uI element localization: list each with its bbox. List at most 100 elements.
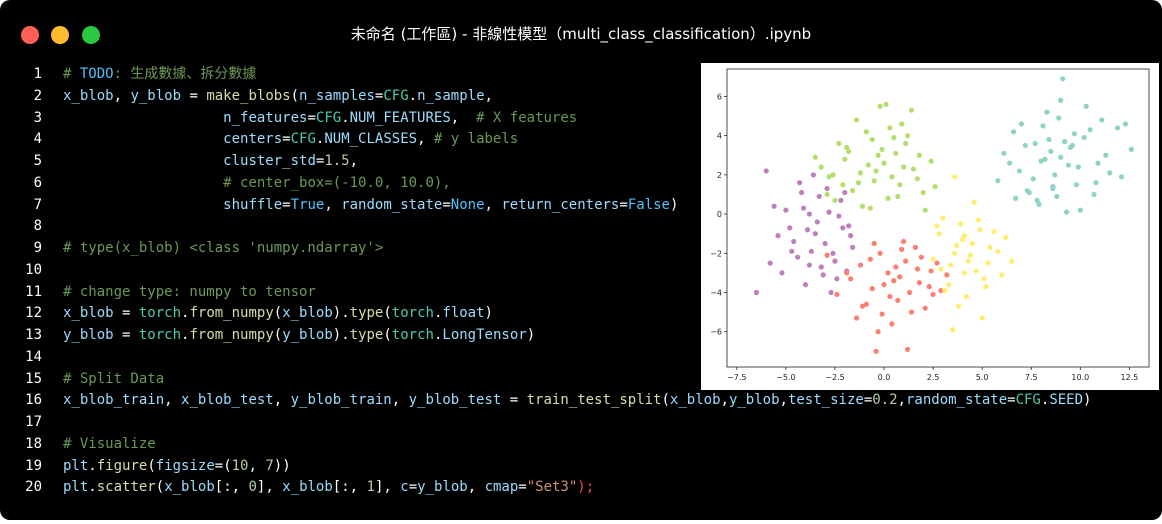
scatter-point (889, 174, 895, 180)
code-token: . (88, 479, 97, 496)
code-token: y_blob (282, 327, 333, 343)
code-token: = (518, 479, 527, 496)
code-token: torch (391, 305, 434, 322)
scatter-point (1065, 162, 1072, 168)
scatter-point (883, 101, 889, 107)
scatter-point (855, 180, 862, 186)
scatter-point (1075, 164, 1081, 170)
scatter-point (1009, 258, 1015, 264)
code-line[interactable]: 4 centers=CFG.NUM_CLASSES, # y labels (0, 129, 1162, 151)
scatter-point (846, 148, 852, 154)
code-token: x_blob (282, 479, 333, 496)
scatter-point (901, 238, 907, 245)
code-token: y_blob_test (408, 392, 502, 409)
scatter-point (1069, 142, 1076, 149)
scatter-point (1107, 170, 1113, 176)
scatter-point (775, 233, 781, 239)
code-text: # change type: numpy to tensor (63, 282, 316, 304)
scatter-point (920, 189, 926, 196)
code-line[interactable]: 13 y_blob = torch.from_numpy(y_blob).type… (0, 325, 1162, 347)
scatter-point (891, 278, 897, 284)
code-token: = (282, 131, 291, 148)
scatter-point (818, 164, 824, 170)
scatter-point (1024, 187, 1030, 194)
code-token: ) (484, 305, 493, 322)
code-line[interactable]: 6 # center_box=(-10.0, 10.0), (0, 173, 1162, 195)
line-number: 4 (33, 131, 42, 148)
scatter-point (1044, 109, 1050, 115)
code-line[interactable]: 15 # Split Data (0, 369, 1162, 391)
code-line[interactable]: 17 (0, 412, 1162, 434)
scatter-point (1122, 121, 1129, 127)
code-line[interactable]: 14 (0, 347, 1162, 369)
code-token: , (467, 479, 485, 496)
code-token (63, 153, 223, 169)
scatter-point (879, 311, 885, 317)
scatter-point (1114, 125, 1121, 131)
scatter-point (1001, 150, 1007, 156)
scatter-point (979, 315, 985, 321)
code-token: # type(x_blob) <class 'numpy.ndarray'> (63, 240, 384, 256)
code-line[interactable]: 11 # change type: numpy to tensor (0, 282, 1162, 304)
scatter-point (991, 229, 997, 235)
scatter-point (922, 207, 928, 213)
code-line[interactable]: 19 plt.figure(figsize=(10, 7)) (0, 456, 1162, 478)
code-text: # TODO: 生成數據、拆分數據 (63, 64, 256, 86)
scatter-point (810, 172, 816, 178)
code-token: ) (1083, 392, 1092, 409)
code-token: plt (63, 457, 89, 474)
minimize-window-button[interactable] (51, 26, 69, 44)
code-line[interactable]: 8 (0, 216, 1162, 238)
line-number: 10 (25, 261, 42, 278)
scatter-point (767, 260, 773, 266)
code-token: = (374, 87, 384, 104)
code-line[interactable]: 1 # TODO: 生成數據、拆分數據 (0, 64, 1162, 86)
scatter-point (899, 246, 905, 252)
code-line[interactable]: 12 x_blob = torch.from_numpy(x_blob).type… (0, 303, 1162, 325)
code-line[interactable]: 20 plt.scatter(x_blob[:, 0], x_blob[:, 1]… (0, 477, 1162, 499)
code-token: CFG (1015, 392, 1041, 409)
scatter-point (818, 264, 824, 270)
code-line[interactable]: 16 x_blob_train, x_blob_test, y_blob_trai… (0, 390, 1162, 412)
scatter-point (1073, 182, 1079, 188)
code-token: test_size (787, 392, 864, 409)
code-text: plt.scatter(x_blob[:, 0], x_blob[:, 1], … (63, 477, 594, 499)
code-token: x_blob_test (181, 392, 274, 409)
code-line[interactable]: 3 n_features=CFG.NUM_FEATURES, # X featu… (0, 108, 1162, 130)
scatter-point (812, 231, 818, 237)
code-token: x_blob (669, 392, 721, 409)
code-text: plt.figure(figsize=(10, 7)) (63, 456, 291, 478)
code-token: , (391, 392, 409, 409)
zoom-window-button[interactable] (82, 26, 100, 44)
code-editor[interactable]: 1 # TODO: 生成數據、拆分數據 2 x_blob, y_blob = make… (0, 64, 1162, 499)
code-token: # change type: numpy to tensor (63, 283, 316, 300)
code-token: ( (383, 327, 392, 343)
code-line[interactable]: 7 shuffle=True, random_state=None, retur… (0, 195, 1162, 217)
scatter-point (908, 107, 915, 113)
code-token: . (181, 327, 190, 343)
scatter-point (995, 248, 1001, 254)
code-line[interactable]: 2 x_blob, y_blob = make_blobs(n_samples=C… (0, 86, 1162, 108)
code-token: , (324, 196, 342, 213)
code-token: = (863, 392, 873, 409)
scatter-point (877, 250, 883, 256)
scatter-point (806, 262, 813, 268)
code-line[interactable]: 18 # Visualize (0, 434, 1162, 456)
code-token: # y labels (433, 131, 519, 148)
close-window-button[interactable] (21, 26, 39, 44)
scatter-point (901, 164, 907, 170)
scatter-point (802, 282, 809, 288)
code-line[interactable]: 9 # type(x_blob) <class 'numpy.ndarray'> (0, 238, 1162, 260)
code-line[interactable]: 10 (0, 260, 1162, 282)
scatter-point (940, 215, 946, 221)
scatter-point (1030, 176, 1036, 182)
scatter-point (895, 193, 901, 200)
line-number: 6 (33, 174, 42, 191)
y-tick-label: 4 (717, 132, 722, 141)
code-token: n_sample (417, 87, 485, 104)
code-token: , (273, 392, 291, 409)
scatter-point (914, 266, 920, 272)
code-text: centers=CFG.NUM_CLASSES, # y labels (63, 129, 518, 151)
x-tick-label: 0.0 (878, 373, 891, 382)
code-line[interactable]: 5 cluster_std=1.5, (0, 151, 1162, 173)
